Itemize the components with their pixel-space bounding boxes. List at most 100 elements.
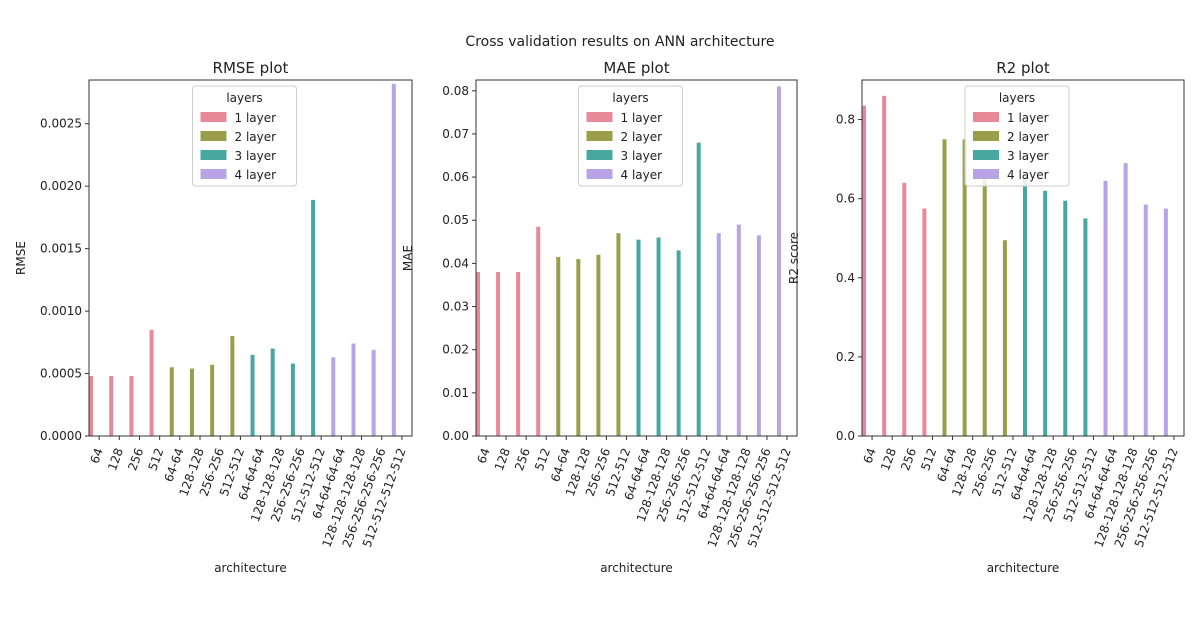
r2-xtick-label: 512: [918, 446, 939, 472]
rmse-bar-512-512-512: [311, 199, 316, 436]
r2-legend-label-3: 3 layer: [1007, 149, 1049, 163]
mae-ytick-label: 0.00: [442, 429, 469, 443]
mae-bar-512-512-512: [696, 142, 701, 436]
mae-bar-64: [476, 272, 481, 436]
r2-bar-128: [882, 95, 887, 436]
r2-legend: layers 1 layer 2 layer 3 layer 4 layer: [964, 85, 1070, 187]
r2-xlabel: architecture: [987, 561, 1060, 575]
mae-bar-64-64-64: [636, 239, 641, 436]
mae-bar-128-128-128: [656, 237, 661, 436]
mae-legend-label-1: 1 layer: [621, 111, 663, 125]
rmse-bar-64-64-64-64: [331, 357, 336, 436]
rmse-title: RMSE plot: [213, 59, 289, 77]
mae-ytick-label: 0.04: [442, 256, 469, 270]
rmse-legend-label-4: 4 layer: [235, 168, 277, 182]
mae-ytick-label: 0.05: [442, 213, 469, 227]
r2-ytick-label: 0.8: [836, 113, 855, 127]
r2-bar-128-128-128-128: [1123, 163, 1128, 436]
rmse-bar-512-512: [230, 336, 235, 436]
r2-ylabel: R2 score: [787, 232, 801, 284]
r2-bar-64: [862, 105, 867, 437]
rmse-bar-512-512-512-512: [391, 83, 396, 436]
r2-ytick-label: 0.2: [836, 350, 855, 364]
rmse-bar-512: [149, 329, 154, 436]
r2-bar-128-128: [962, 139, 967, 436]
r2-legend-swatch-2: [973, 131, 999, 141]
rmse-legend-label-1: 1 layer: [235, 111, 277, 125]
mae-bar-64-64: [556, 256, 561, 436]
mae-ytick-label: 0.08: [442, 84, 469, 98]
r2-legend-swatch-3: [973, 150, 999, 160]
rmse-bar-128-128-128: [270, 348, 275, 436]
rmse-axes-frame: [88, 79, 413, 437]
rmse-xtick-label: 512: [145, 446, 166, 472]
mae-bar-128-128: [576, 259, 581, 436]
r2-bar-256-256: [982, 170, 987, 437]
r2-legend-label-1: 1 layer: [1007, 111, 1049, 125]
mae-bar-512-512-512-512: [776, 86, 781, 436]
rmse-legend-label-3: 3 layer: [235, 149, 277, 163]
rmse-xtick-label: 128: [105, 446, 126, 472]
mae-xlabel: architecture: [600, 561, 673, 575]
mae-ytick-label: 0.01: [442, 386, 469, 400]
r2-xtick-label: 64: [860, 446, 878, 465]
r2-ytick-label: 0.6: [836, 192, 855, 206]
r2-bar-64-64-64: [1023, 178, 1028, 436]
rmse-ytick-label: 0.0015: [40, 242, 82, 256]
mae-legend-swatch-4: [586, 169, 613, 179]
mae-legend-swatch-3: [586, 150, 613, 160]
rmse-bar-128: [109, 376, 114, 436]
mae-axes-frame: [475, 79, 798, 437]
rmse-bar-128-128: [189, 368, 194, 436]
r2-xtick-label: 256: [898, 446, 919, 472]
mae-bar-256-256: [596, 254, 601, 436]
mae-legend-swatch-2: [586, 131, 613, 141]
r2-legend-label-4: 4 layer: [1007, 168, 1049, 182]
mae-bar-128-128-128-128: [736, 224, 741, 436]
r2-title: R2 plot: [996, 59, 1050, 77]
r2-bar-512: [922, 208, 927, 436]
mae-xtick-label: 64: [474, 446, 492, 465]
mae-xtick-label: 128: [492, 446, 513, 472]
mae-legend: layers 1 layer 2 layer 3 layer 4 layer: [578, 85, 683, 187]
r2-bar-256-256-256: [1063, 200, 1068, 436]
r2-xtick-label: 128: [878, 446, 899, 472]
mae-bar-256-256-256-256: [756, 235, 761, 436]
mae-legend-swatch-1: [586, 112, 613, 122]
mae-ytick-label: 0.03: [442, 300, 469, 314]
r2-bar-128-128-128: [1043, 190, 1048, 436]
rmse-bar-64: [89, 376, 94, 436]
rmse-ylabel: RMSE: [14, 241, 28, 275]
rmse-ytick-label: 0.0010: [40, 304, 82, 318]
mae-legend-label-3: 3 layer: [621, 149, 663, 163]
rmse-legend-swatch-3: [200, 150, 227, 160]
rmse-legend-swatch-4: [200, 169, 227, 179]
mae-title: MAE plot: [603, 59, 669, 77]
rmse-ytick-label: 0.0025: [40, 117, 82, 131]
mae-bar-512-512: [616, 233, 621, 436]
r2-legend-swatch-4: [973, 169, 999, 179]
mae-bar-256-256-256: [676, 250, 681, 436]
rmse-legend: layers 1 layer 2 layer 3 layer 4 layer: [192, 85, 297, 187]
rmse-bar-256: [129, 376, 134, 436]
figure-title: Cross validation results on ANN architec…: [465, 34, 774, 50]
mae-xtick-label: 512: [532, 446, 553, 472]
r2-legend-title: layers: [999, 91, 1035, 105]
r2-axes-frame: [861, 79, 1185, 437]
mae-bar-128: [496, 272, 501, 436]
r2-bar-256: [902, 182, 907, 436]
mae-xtick-label: 256: [512, 446, 533, 472]
r2-legend-swatch-1: [973, 112, 999, 122]
rmse-bar-256-256-256-256: [371, 349, 376, 436]
rmse-bar-128-128-128-128: [351, 343, 356, 436]
mae-bar-512: [536, 226, 541, 436]
rmse-xtick-label: 64: [88, 446, 106, 465]
rmse-bar-64-64-64: [250, 354, 255, 436]
rmse-bar-64-64: [169, 367, 174, 436]
mae-legend-box: [578, 85, 683, 187]
rmse-legend-swatch-1: [200, 112, 227, 122]
rmse-legend-label-2: 2 layer: [235, 130, 277, 144]
rmse-ytick-label: 0.0005: [40, 367, 82, 381]
